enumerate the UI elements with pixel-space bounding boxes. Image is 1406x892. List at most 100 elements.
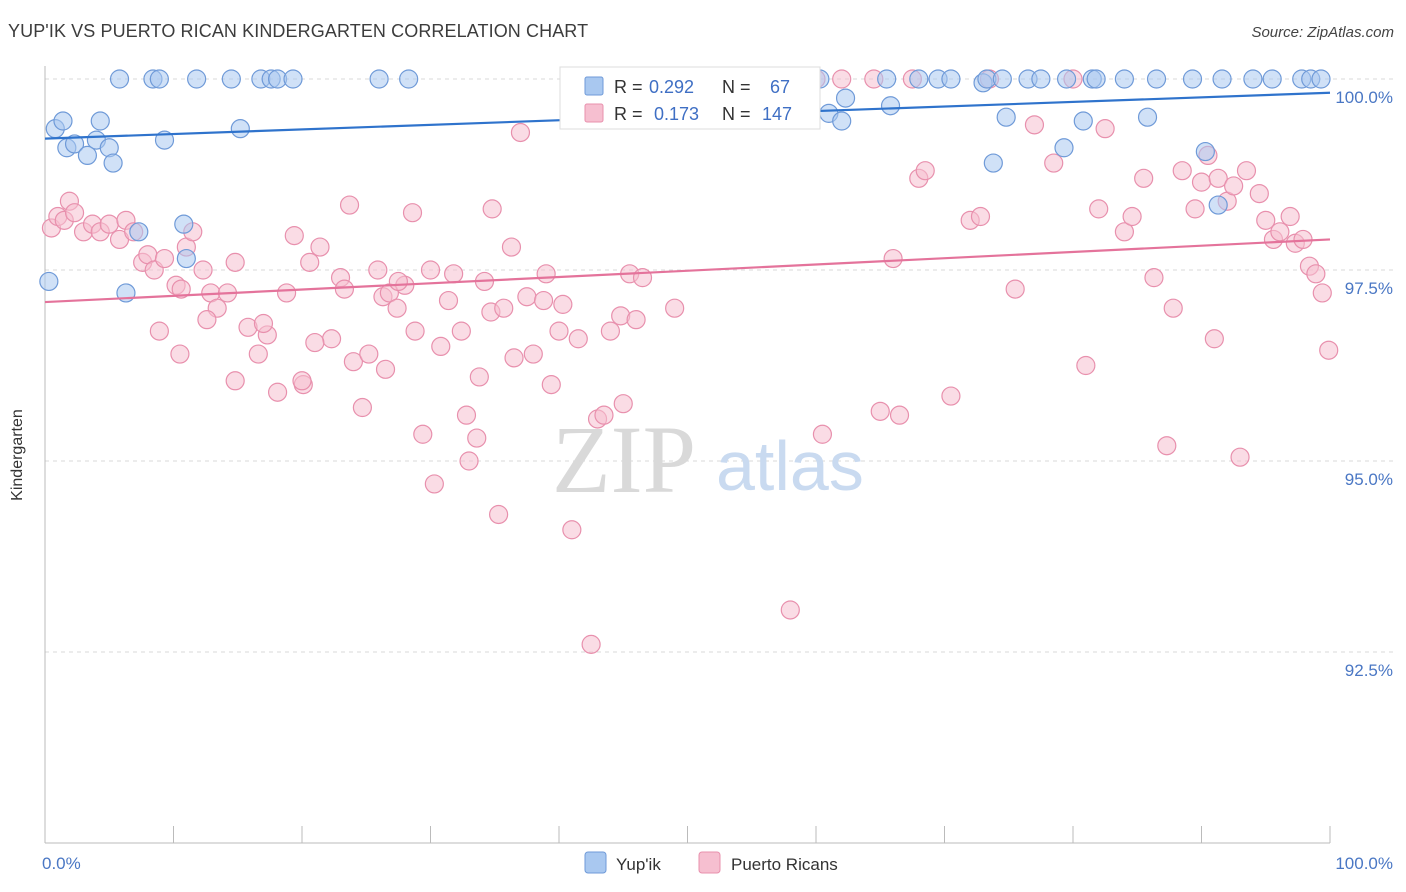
puerto-ricans-point-148: [388, 271, 408, 292]
puerto-ricans-point-69: [562, 520, 582, 540]
puerto-ricans-point-100: [970, 206, 991, 227]
puerto-ricans-point-17: [171, 279, 191, 299]
puerto-ricans-point-120: [1208, 168, 1228, 188]
puerto-ricans-point-54: [456, 405, 477, 425]
puerto-ricans-point-151: [292, 371, 312, 391]
puerto-ricans-point-140: [197, 310, 217, 330]
puerto-ricans-point-150: [504, 348, 524, 368]
puerto-ricans-point-15: [154, 248, 175, 269]
puerto-ricans-point-107: [1089, 199, 1109, 219]
yupik-point-9: [103, 153, 123, 173]
yupik-point-15: [230, 119, 250, 139]
yupik-point-5: [77, 145, 98, 165]
yupik-point-25: [369, 69, 389, 89]
watermark-atlas: atlas: [716, 427, 864, 505]
yupik-point-13: [174, 214, 194, 234]
source-credit: Source: ZipAtlas.com: [1251, 24, 1394, 41]
yupik-point-61: [1212, 69, 1232, 89]
puerto-ricans-point-34: [321, 329, 342, 349]
puerto-ricans-point-143: [170, 344, 190, 364]
x-tick-label-min: 0.0%: [42, 854, 81, 873]
yupik-point-2: [53, 111, 73, 131]
puerto-ricans-point-139: [469, 367, 489, 387]
stats-swatch-puerto-ricans: [584, 103, 604, 123]
puerto-ricans-point-136: [253, 313, 274, 334]
puerto-ricans-point-74: [600, 321, 621, 341]
puerto-ricans-point-110: [1122, 206, 1142, 227]
yupik-point-24: [283, 69, 303, 89]
puerto-ricans-point-40: [368, 260, 388, 280]
puerto-ricans-point-59: [489, 504, 509, 525]
yupik-point-46: [992, 69, 1012, 89]
puerto-ricans-point-92: [870, 401, 890, 421]
puerto-ricans-point-93: [883, 248, 903, 269]
puerto-ricans-point-66: [541, 375, 561, 395]
yupik-point-4: [64, 134, 85, 154]
puerto-ricans-point-122: [1224, 176, 1244, 196]
puerto-ricans-point-62: [510, 122, 531, 143]
stats-n-value-yupik: 67: [770, 77, 790, 97]
legend-swatch-yupik: [584, 851, 607, 874]
puerto-ricans-point-30: [284, 226, 304, 246]
stats-n-value-puerto-ricans: 147: [762, 104, 792, 124]
axes: [44, 66, 1331, 844]
puerto-ricans-point-61: [501, 237, 522, 257]
puerto-ricans-point-106: [1076, 355, 1096, 376]
yupik-point-62: [1243, 69, 1263, 89]
puerto-ricans-point-113: [1157, 436, 1177, 456]
yupik-point-63: [1262, 69, 1282, 89]
puerto-ricans-point-123: [1230, 447, 1250, 467]
puerto-ricans-point-114: [1163, 298, 1183, 318]
puerto-ricans-point-104: [1044, 153, 1064, 173]
puerto-ricans-point-47: [413, 424, 433, 444]
puerto-ricans-points: [41, 69, 1339, 654]
yupik-point-57: [1146, 69, 1167, 89]
yupik-point-56: [1137, 107, 1158, 127]
puerto-ricans-point-138: [375, 359, 396, 379]
yupik-point-26: [399, 69, 419, 89]
puerto-ricans-point-117: [1191, 172, 1212, 192]
yupik-point-42: [941, 69, 961, 89]
yupik-point-45: [983, 153, 1003, 173]
yupik-point-38: [877, 69, 897, 89]
puerto-ricans-point-8: [99, 214, 119, 234]
puerto-ricans-point-51: [438, 290, 459, 311]
puerto-ricans-point-119: [1204, 329, 1224, 349]
puerto-ricans-point-111: [1134, 168, 1154, 188]
puerto-ricans-point-147: [482, 199, 502, 219]
stats-n-label-yupik: N =: [722, 77, 751, 97]
puerto-ricans-point-28: [267, 382, 288, 402]
puerto-ricans-point-50: [431, 336, 451, 356]
puerto-ricans-point-67: [549, 321, 569, 341]
yupik-point-12: [154, 130, 175, 150]
chart-title: YUP'IK VS PUERTO RICAN KINDERGARTEN CORR…: [8, 21, 589, 41]
legend: Yup'ik Puerto Ricans: [584, 851, 838, 874]
puerto-ricans-point-77: [626, 310, 646, 330]
stats-r-value-puerto-ricans: 0.173: [654, 104, 699, 124]
puerto-ricans-point-89: [812, 424, 833, 444]
puerto-ricans-point-71: [581, 634, 601, 654]
puerto-ricans-trendline: [44, 238, 1331, 304]
puerto-ricans-point-145: [613, 394, 633, 414]
yupik-point-60: [1208, 195, 1228, 215]
stats-r-label-puerto-ricans: R =: [614, 104, 643, 124]
puerto-ricans-point-20: [193, 260, 213, 280]
yupik-point-18: [149, 69, 169, 89]
yupik-point-52: [1073, 111, 1093, 131]
puerto-ricans-point-108: [1095, 119, 1115, 139]
watermark: ZIP atlas: [552, 406, 864, 513]
legend-swatch-puerto-ricans: [698, 851, 721, 874]
puerto-ricans-point-133: [1306, 264, 1326, 284]
puerto-ricans-point-48: [420, 260, 441, 280]
puerto-ricans-point-33: [310, 237, 330, 257]
y-tick-label-2: 95.0%: [1345, 470, 1393, 489]
puerto-ricans-point-39: [359, 344, 379, 364]
puerto-ricans-point-4: [64, 203, 85, 223]
stats-box: R = 0.292 N = 67 R = 0.173 N = 147: [559, 66, 821, 130]
yupik-point-54: [1086, 69, 1106, 89]
yupik-point-7: [90, 111, 110, 131]
puerto-ricans-point-63: [517, 287, 537, 307]
yupik-point-16: [109, 69, 130, 89]
yupik-point-47: [996, 107, 1016, 127]
puerto-ricans-point-78: [632, 268, 653, 288]
